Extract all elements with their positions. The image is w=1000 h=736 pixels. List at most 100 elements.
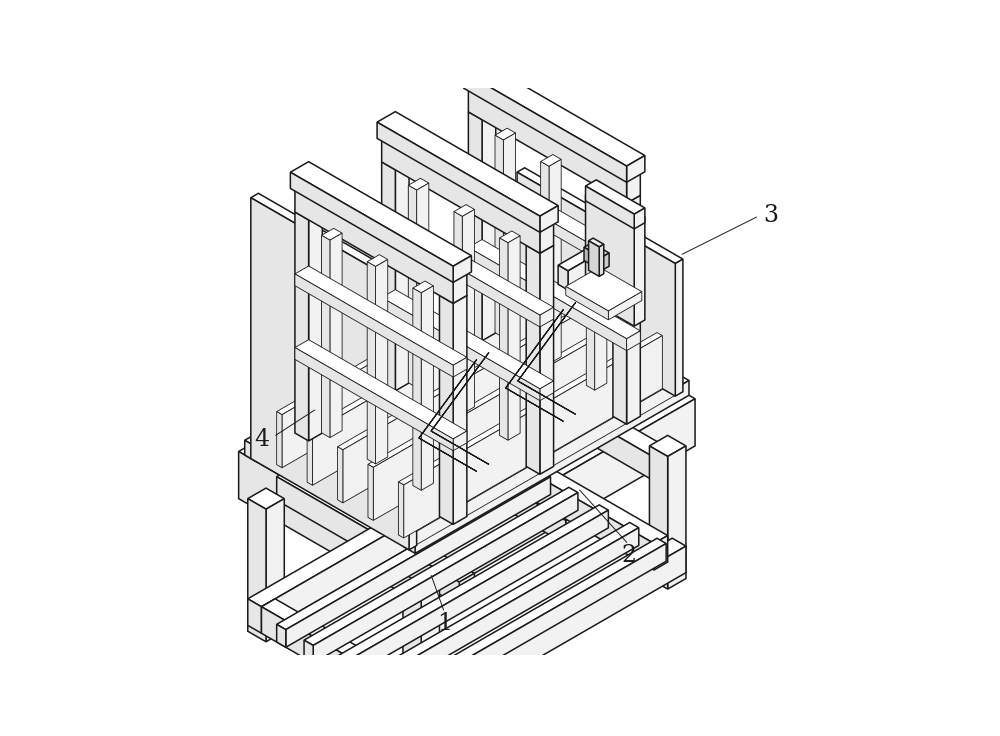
- Polygon shape: [309, 212, 322, 441]
- Polygon shape: [251, 198, 409, 550]
- Polygon shape: [403, 531, 415, 553]
- Polygon shape: [248, 498, 266, 642]
- Polygon shape: [245, 282, 531, 447]
- Polygon shape: [589, 238, 604, 247]
- Polygon shape: [365, 523, 639, 681]
- Polygon shape: [634, 217, 645, 326]
- Polygon shape: [307, 429, 312, 485]
- Text: 1: 1: [437, 612, 452, 635]
- Polygon shape: [494, 356, 512, 500]
- Polygon shape: [468, 112, 482, 341]
- Polygon shape: [295, 188, 453, 303]
- Polygon shape: [277, 468, 474, 582]
- Polygon shape: [517, 172, 675, 396]
- Polygon shape: [322, 228, 342, 240]
- Polygon shape: [649, 436, 686, 456]
- Polygon shape: [596, 287, 606, 312]
- Polygon shape: [503, 133, 516, 338]
- Polygon shape: [295, 274, 453, 377]
- Polygon shape: [586, 188, 595, 390]
- Polygon shape: [413, 281, 433, 293]
- Polygon shape: [408, 178, 429, 190]
- Polygon shape: [381, 362, 655, 534]
- Polygon shape: [295, 347, 453, 450]
- Polygon shape: [453, 295, 467, 524]
- Polygon shape: [566, 267, 642, 311]
- Polygon shape: [453, 272, 467, 303]
- Polygon shape: [500, 231, 520, 243]
- Polygon shape: [602, 253, 609, 271]
- Polygon shape: [649, 446, 668, 589]
- Polygon shape: [277, 624, 286, 647]
- Polygon shape: [307, 280, 571, 432]
- Polygon shape: [338, 297, 602, 450]
- Polygon shape: [634, 208, 645, 229]
- Polygon shape: [277, 411, 282, 467]
- Polygon shape: [398, 482, 404, 538]
- Polygon shape: [495, 128, 516, 140]
- Polygon shape: [320, 327, 594, 498]
- Polygon shape: [290, 310, 563, 481]
- Polygon shape: [290, 172, 453, 283]
- Polygon shape: [596, 265, 644, 293]
- Polygon shape: [382, 216, 554, 315]
- Polygon shape: [431, 353, 489, 464]
- Polygon shape: [403, 373, 689, 539]
- Polygon shape: [468, 247, 627, 350]
- Polygon shape: [400, 373, 682, 536]
- Polygon shape: [584, 243, 598, 251]
- Polygon shape: [373, 358, 655, 520]
- Polygon shape: [595, 253, 602, 271]
- Polygon shape: [591, 247, 598, 264]
- Polygon shape: [415, 381, 689, 553]
- Polygon shape: [304, 487, 578, 645]
- Polygon shape: [468, 104, 496, 120]
- Polygon shape: [368, 464, 373, 520]
- Polygon shape: [512, 461, 654, 570]
- Polygon shape: [382, 297, 540, 400]
- Polygon shape: [526, 245, 540, 474]
- Polygon shape: [254, 289, 536, 452]
- Polygon shape: [540, 381, 554, 400]
- Polygon shape: [494, 346, 531, 367]
- Polygon shape: [454, 205, 474, 216]
- Polygon shape: [257, 289, 531, 462]
- Polygon shape: [338, 447, 343, 503]
- Polygon shape: [261, 599, 417, 688]
- Polygon shape: [606, 271, 644, 312]
- Polygon shape: [295, 266, 467, 365]
- Polygon shape: [312, 481, 320, 498]
- Polygon shape: [330, 233, 342, 438]
- Polygon shape: [613, 195, 627, 424]
- Polygon shape: [468, 80, 640, 180]
- Polygon shape: [586, 195, 634, 326]
- Polygon shape: [376, 260, 388, 464]
- Polygon shape: [261, 606, 403, 715]
- Polygon shape: [377, 112, 558, 216]
- Polygon shape: [586, 188, 645, 223]
- Polygon shape: [312, 283, 571, 485]
- Polygon shape: [382, 130, 554, 230]
- Polygon shape: [295, 339, 467, 439]
- Polygon shape: [373, 318, 632, 520]
- Polygon shape: [295, 212, 309, 441]
- Polygon shape: [568, 249, 606, 290]
- Polygon shape: [464, 62, 645, 166]
- Polygon shape: [392, 538, 666, 696]
- Polygon shape: [334, 505, 608, 663]
- Polygon shape: [403, 578, 439, 599]
- Polygon shape: [281, 305, 563, 467]
- Polygon shape: [421, 286, 433, 490]
- Polygon shape: [581, 272, 634, 375]
- Polygon shape: [344, 510, 608, 681]
- Polygon shape: [462, 210, 474, 414]
- Polygon shape: [558, 243, 606, 271]
- Polygon shape: [417, 183, 429, 388]
- Polygon shape: [482, 358, 665, 487]
- Polygon shape: [290, 162, 471, 266]
- Polygon shape: [334, 658, 344, 681]
- Polygon shape: [342, 498, 350, 516]
- Polygon shape: [312, 322, 594, 485]
- Polygon shape: [367, 262, 376, 464]
- Polygon shape: [495, 135, 503, 338]
